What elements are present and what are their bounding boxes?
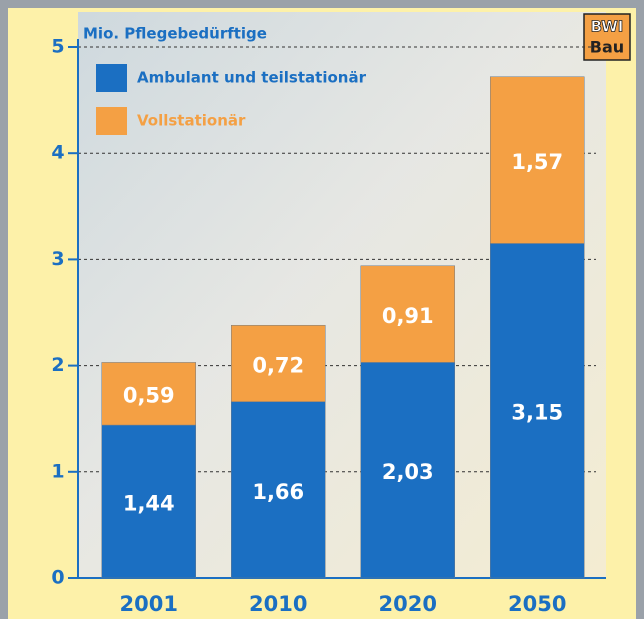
y-tick-label: 4 [51, 142, 64, 164]
value-label: 1,57 [511, 150, 563, 174]
chart-title: Mio. Pflegebedürftige [83, 25, 267, 43]
value-label: 0,91 [382, 304, 434, 328]
y-tick-label: 5 [51, 36, 64, 58]
y-tick-label: 0 [51, 567, 64, 589]
legend-swatch [96, 107, 127, 135]
x-tick-label: 2050 [508, 592, 566, 616]
value-label: 1,66 [252, 480, 304, 504]
chart: Mio. Pflegebedürftige BWI Bau 0 1 2 3 4 5 1,44… [0, 0, 644, 619]
value-label: 1,44 [123, 492, 175, 516]
x-tick-label: 2010 [249, 592, 307, 616]
legend-label: Vollstationär [137, 112, 246, 130]
x-tick-label: 2001 [120, 592, 178, 616]
logo-top: BWI [591, 18, 624, 36]
legend-label: Ambulant und teilstationär [137, 69, 367, 87]
value-label: 0,72 [252, 353, 304, 377]
y-tick-label: 1 [51, 460, 64, 482]
legend-swatch [96, 64, 127, 92]
value-label: 0,59 [123, 384, 175, 408]
y-tick-label: 3 [51, 248, 64, 270]
logo: BWI Bau [584, 14, 630, 60]
value-label: 3,15 [511, 401, 563, 425]
x-tick-label: 2020 [379, 592, 437, 616]
value-label: 2,03 [382, 460, 434, 484]
y-tick-label: 2 [51, 354, 64, 376]
